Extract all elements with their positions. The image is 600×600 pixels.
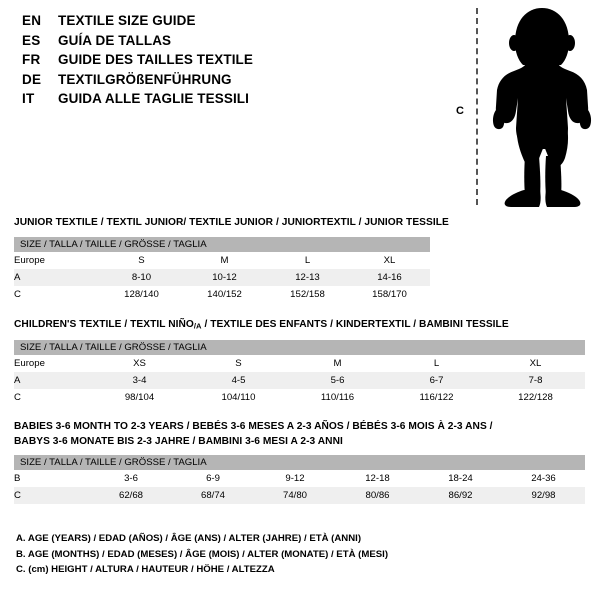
table-cell: 122/128 bbox=[486, 389, 585, 407]
table-row: C 98/104 104/110 110/116 116/122 122/128 bbox=[14, 389, 585, 407]
table-cell: 6-7 bbox=[387, 372, 486, 390]
table-row: C 62/68 68/74 74/80 80/86 86/92 92/98 bbox=[14, 487, 585, 504]
section-title-children: CHILDREN'S TEXTILE / TEXTIL NIÑO/A / TEX… bbox=[14, 318, 585, 334]
height-measure-label: C bbox=[456, 105, 464, 117]
row-label: Europe bbox=[14, 251, 100, 269]
section-junior-textile: JUNIOR TEXTILE / TEXTIL JUNIOR/ TEXTILE … bbox=[14, 216, 449, 303]
table-cell: 24-36 bbox=[502, 470, 585, 487]
babies-size-table: SIZE / TALLA / TAILLE / GRÖSSE / TAGLIA … bbox=[14, 455, 585, 504]
table-cell: 86/92 bbox=[419, 487, 502, 504]
language-code-de: DE bbox=[22, 71, 42, 87]
table-cell: 10-12 bbox=[183, 268, 266, 286]
table-cell: L bbox=[266, 251, 349, 269]
section-title-babies: BABIES 3-6 MONTH TO 2-3 YEARS / BEBÉS 3-… bbox=[14, 420, 585, 449]
language-title-header: EN TEXTILE SIZE GUIDE ES GUÍA DE TALLAS … bbox=[22, 13, 422, 111]
table-cell: M bbox=[288, 355, 387, 373]
section-babies-textile: BABIES 3-6 MONTH TO 2-3 YEARS / BEBÉS 3-… bbox=[14, 420, 585, 504]
table-cell: 68/74 bbox=[172, 487, 254, 504]
section-title-children-prefix: CHILDREN'S TEXTILE / TEXTIL NIÑO bbox=[14, 319, 194, 330]
guide-title-en: TEXTILE SIZE GUIDE bbox=[58, 13, 196, 28]
guide-title-it: GUIDA ALLE TAGLIE TESSILI bbox=[58, 91, 249, 106]
row-label: B bbox=[14, 470, 90, 487]
height-illustration: C bbox=[440, 0, 600, 215]
table-cell: XS bbox=[90, 355, 189, 373]
table-cell: 110/116 bbox=[288, 389, 387, 407]
section-title-babies-line1: BABIES 3-6 MONTH TO 2-3 YEARS / BEBÉS 3-… bbox=[14, 421, 493, 432]
table-cell: 140/152 bbox=[183, 285, 266, 303]
table-cell: 7-8 bbox=[486, 372, 585, 390]
table-row: Europe XS S M L XL bbox=[14, 355, 585, 373]
table-cell: 6-9 bbox=[172, 470, 254, 487]
row-label: C bbox=[14, 487, 90, 504]
table-cell: 128/140 bbox=[100, 285, 183, 303]
table-cell: 62/68 bbox=[90, 487, 172, 504]
legend-line-b: B. AGE (MONTHS) / EDAD (MESES) / ÂGE (MO… bbox=[16, 548, 389, 560]
table-cell: 9-12 bbox=[254, 470, 336, 487]
legend-line-a: A. AGE (YEARS) / EDAD (AÑOS) / ÂGE (ANS)… bbox=[16, 533, 362, 544]
table-row: A 3-4 4-5 5-6 6-7 7-8 bbox=[14, 372, 585, 390]
section-childrens-textile: CHILDREN'S TEXTILE / TEXTIL NIÑO/A / TEX… bbox=[14, 318, 585, 407]
language-code-es: ES bbox=[22, 32, 41, 48]
language-row: ES GUÍA DE TALLAS bbox=[22, 33, 422, 53]
table-header-row: SIZE / TALLA / TAILLE / GRÖSSE / TAGLIA bbox=[14, 455, 585, 470]
table-cell: L bbox=[387, 355, 486, 373]
table-cell: XL bbox=[486, 355, 585, 373]
language-row: IT GUIDA ALLE TAGLIE TESSILI bbox=[22, 91, 422, 111]
table-cell: 3-6 bbox=[90, 470, 172, 487]
table-cell: S bbox=[100, 251, 183, 269]
language-row: FR GUIDE DES TAILLES TEXTILE bbox=[22, 52, 422, 72]
table-cell: 3-4 bbox=[90, 372, 189, 390]
table-cell: M bbox=[183, 251, 266, 269]
row-label: C bbox=[14, 285, 100, 303]
language-row: DE TEXTILGRÖßENFÜHRUNG bbox=[22, 72, 422, 92]
table-cell: 8-10 bbox=[100, 268, 183, 286]
legend-line-c: C. (cm) HEIGHT / ALTURA / HAUTEUR / HÖHE… bbox=[16, 564, 275, 575]
table-cell: 92/98 bbox=[502, 487, 585, 504]
language-code-en: EN bbox=[22, 13, 42, 28]
language-code-fr: FR bbox=[22, 52, 41, 67]
junior-size-table: SIZE / TALLA / TAILLE / GRÖSSE / TAGLIA … bbox=[14, 236, 430, 303]
table-cell: S bbox=[189, 355, 288, 373]
table-row: Europe S M L XL bbox=[14, 251, 430, 269]
table-row: A 8-10 10-12 12-13 14-16 bbox=[14, 268, 430, 286]
table-cell: XL bbox=[349, 251, 430, 269]
section-title-junior: JUNIOR TEXTILE / TEXTIL JUNIOR/ TEXTILE … bbox=[14, 217, 449, 228]
guide-title-de: TEXTILGRÖßENFÜHRUNG bbox=[58, 71, 232, 87]
guide-title-fr: GUIDE DES TAILLES TEXTILE bbox=[58, 52, 254, 67]
toddler-silhouette-icon bbox=[492, 8, 592, 207]
language-code-it: IT bbox=[22, 91, 35, 106]
section-title-children-suffix: / TEXTILE DES ENFANTS / KINDERTEXTIL / B… bbox=[201, 319, 509, 330]
size-column-header: SIZE / TALLA / TAILLE / GRÖSSE / TAGLIA bbox=[14, 455, 585, 470]
table-cell: 18-24 bbox=[419, 470, 502, 487]
height-measure-dashed-line bbox=[476, 8, 478, 205]
table-cell: 5-6 bbox=[288, 372, 387, 390]
language-row: EN TEXTILE SIZE GUIDE bbox=[22, 13, 422, 33]
table-row: C 128/140 140/152 152/158 158/170 bbox=[14, 285, 430, 303]
row-label: A bbox=[14, 268, 100, 286]
children-size-table: SIZE / TALLA / TAILLE / GRÖSSE / TAGLIA … bbox=[14, 340, 585, 407]
table-cell: 152/158 bbox=[266, 285, 349, 303]
table-row: B 3-6 6-9 9-12 12-18 18-24 24-36 bbox=[14, 470, 585, 487]
row-label: C bbox=[14, 389, 90, 407]
size-column-header: SIZE / TALLA / TAILLE / GRÖSSE / TAGLIA bbox=[14, 340, 585, 356]
table-cell: 104/110 bbox=[189, 389, 288, 407]
guide-title-es: GUÍA DE TALLAS bbox=[58, 32, 172, 48]
size-column-header: SIZE / TALLA / TAILLE / GRÖSSE / TAGLIA bbox=[14, 236, 430, 252]
table-header-row: SIZE / TALLA / TAILLE / GRÖSSE / TAGLIA bbox=[14, 236, 430, 252]
table-cell: 12-18 bbox=[336, 470, 419, 487]
table-cell: 74/80 bbox=[254, 487, 336, 504]
table-cell: 98/104 bbox=[90, 389, 189, 407]
row-label: Europe bbox=[14, 355, 90, 373]
measurement-legend: A. AGE (YEARS) / EDAD (AÑOS) / ÂGE (ANS)… bbox=[16, 531, 576, 578]
table-cell: 14-16 bbox=[349, 268, 430, 286]
table-cell: 80/86 bbox=[336, 487, 419, 504]
table-cell: 4-5 bbox=[189, 372, 288, 390]
table-cell: 158/170 bbox=[349, 285, 430, 303]
section-title-children-subscript: /A bbox=[193, 321, 202, 331]
table-header-row: SIZE / TALLA / TAILLE / GRÖSSE / TAGLIA bbox=[14, 340, 585, 356]
section-title-babies-line2: BABYS 3-6 MONATE BIS 2-3 JAHRE / BAMBINI… bbox=[14, 435, 343, 447]
table-cell: 116/122 bbox=[387, 389, 486, 407]
table-cell: 12-13 bbox=[266, 268, 349, 286]
row-label: A bbox=[14, 372, 90, 390]
